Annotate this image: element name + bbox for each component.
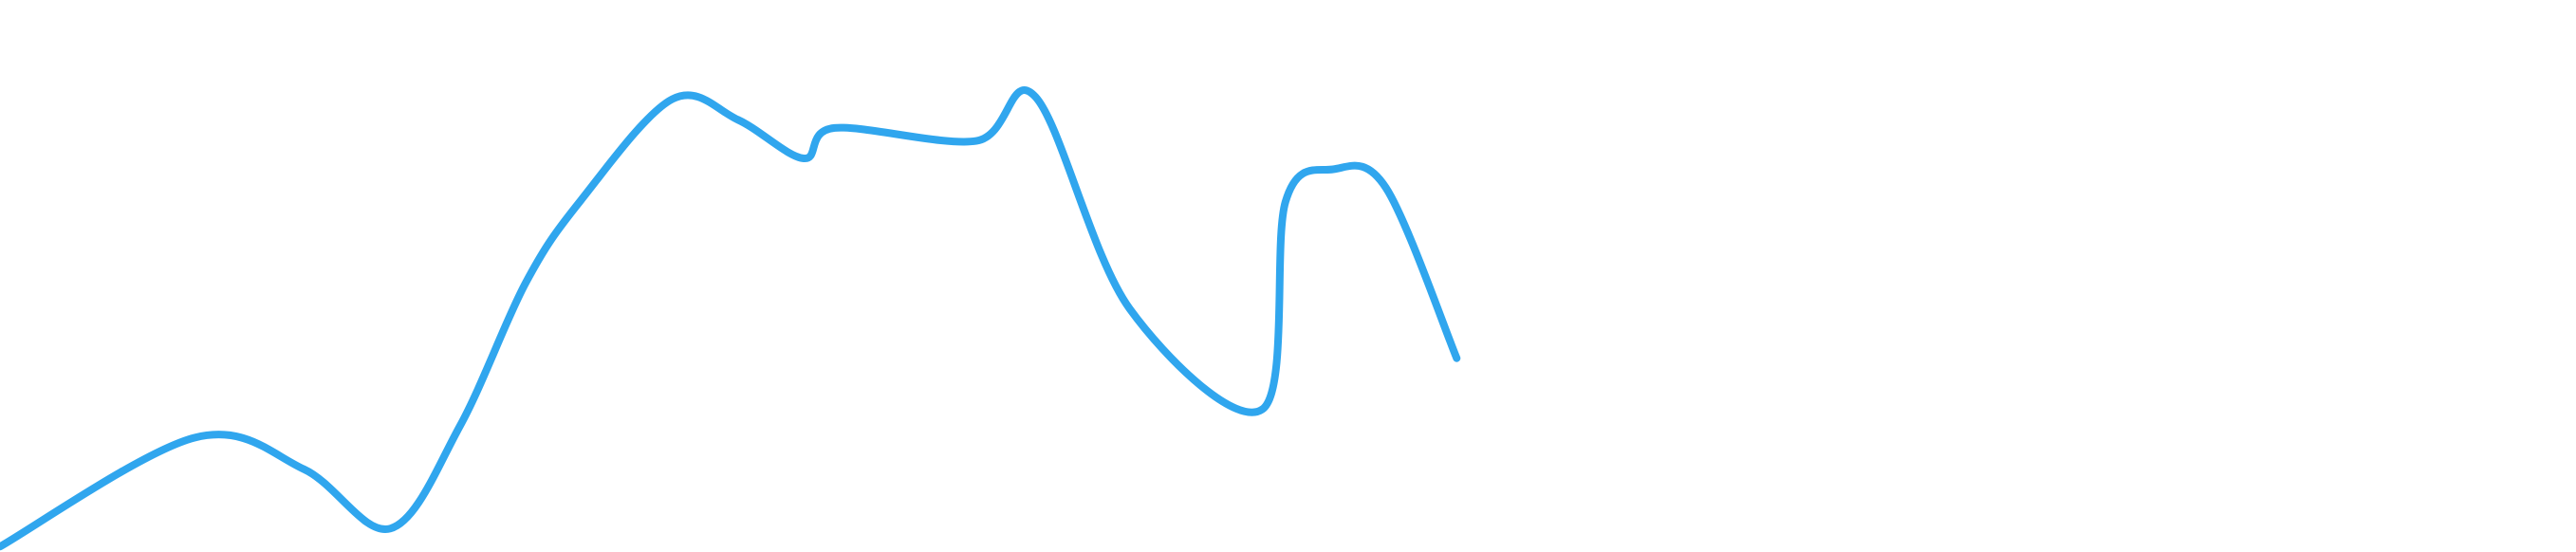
series-line-0 xyxy=(0,86,1461,551)
